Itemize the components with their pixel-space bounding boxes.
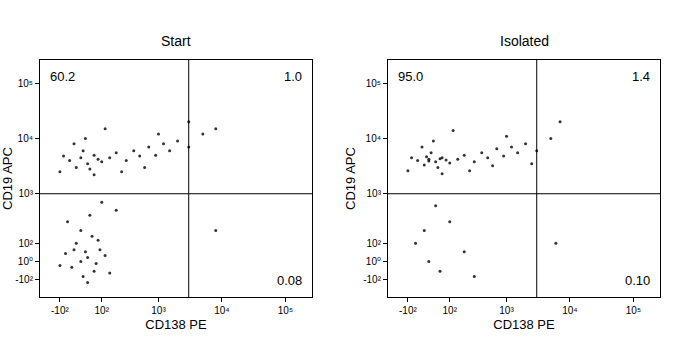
svg-text:10⁵: 10⁵ <box>18 78 33 89</box>
svg-text:10³: 10³ <box>19 188 34 199</box>
svg-text:95.0: 95.0 <box>398 69 423 84</box>
svg-text:-10²: -10² <box>51 305 69 316</box>
svg-text:1.4: 1.4 <box>632 69 650 84</box>
svg-text:Isolated: Isolated <box>500 33 549 49</box>
svg-text:10⁵: 10⁵ <box>626 305 641 316</box>
svg-text:CD138 PE: CD138 PE <box>145 317 207 332</box>
svg-text:10²: 10² <box>367 238 382 249</box>
svg-text:CD19 APC: CD19 APC <box>0 147 15 210</box>
svg-text:10⁴: 10⁴ <box>366 133 381 144</box>
svg-text:10³: 10³ <box>367 188 382 199</box>
svg-text:10⁵: 10⁵ <box>278 305 293 316</box>
svg-text:-10²: -10² <box>363 274 381 285</box>
svg-text:10²: 10² <box>19 238 34 249</box>
svg-text:-10²: -10² <box>15 274 33 285</box>
svg-text:60.2: 60.2 <box>50 69 75 84</box>
svg-text:10⁵: 10⁵ <box>366 78 381 89</box>
svg-text:10²: 10² <box>95 305 110 316</box>
svg-text:10⁰: 10⁰ <box>366 256 381 267</box>
svg-text:CD19 APC: CD19 APC <box>343 147 358 210</box>
svg-text:-10²: -10² <box>399 305 417 316</box>
svg-text:10³: 10³ <box>151 305 166 316</box>
svg-text:0.08: 0.08 <box>277 273 302 288</box>
svg-text:1.0: 1.0 <box>284 69 302 84</box>
svg-text:10³: 10³ <box>499 305 514 316</box>
svg-text:10⁰: 10⁰ <box>18 256 33 267</box>
svg-text:0.10: 0.10 <box>625 273 650 288</box>
svg-text:10⁴: 10⁴ <box>214 305 229 316</box>
svg-text:CD138 PE: CD138 PE <box>493 317 555 332</box>
svg-text:Start: Start <box>161 33 191 49</box>
svg-text:10²: 10² <box>443 305 458 316</box>
svg-text:10⁴: 10⁴ <box>562 305 577 316</box>
svg-text:10⁴: 10⁴ <box>18 133 33 144</box>
